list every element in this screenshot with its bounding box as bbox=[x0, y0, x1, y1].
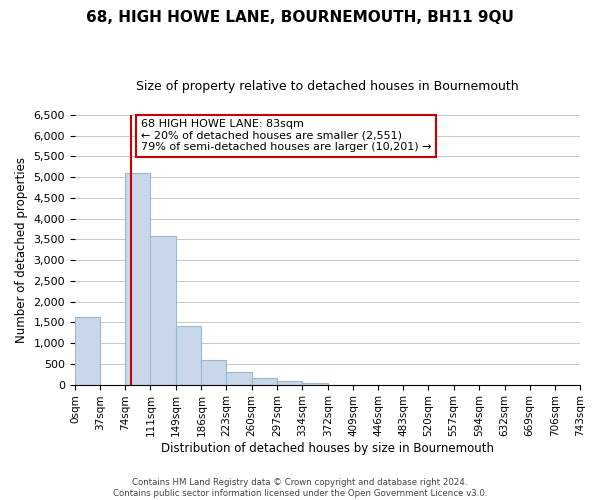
X-axis label: Distribution of detached houses by size in Bournemouth: Distribution of detached houses by size … bbox=[161, 442, 494, 455]
Bar bbox=[202, 360, 226, 384]
Bar bbox=[251, 378, 277, 384]
Bar bbox=[302, 382, 328, 384]
Bar bbox=[75, 317, 100, 384]
Text: Contains HM Land Registry data © Crown copyright and database right 2024.
Contai: Contains HM Land Registry data © Crown c… bbox=[113, 478, 487, 498]
Text: 68, HIGH HOWE LANE, BOURNEMOUTH, BH11 9QU: 68, HIGH HOWE LANE, BOURNEMOUTH, BH11 9Q… bbox=[86, 10, 514, 25]
Y-axis label: Number of detached properties: Number of detached properties bbox=[15, 157, 28, 343]
Bar bbox=[125, 173, 151, 384]
Title: Size of property relative to detached houses in Bournemouth: Size of property relative to detached ho… bbox=[136, 80, 519, 93]
Bar bbox=[226, 372, 251, 384]
Bar bbox=[277, 382, 302, 384]
Bar bbox=[176, 326, 202, 384]
Bar bbox=[151, 236, 176, 384]
Text: 68 HIGH HOWE LANE: 83sqm
← 20% of detached houses are smaller (2,551)
79% of sem: 68 HIGH HOWE LANE: 83sqm ← 20% of detach… bbox=[140, 119, 431, 152]
